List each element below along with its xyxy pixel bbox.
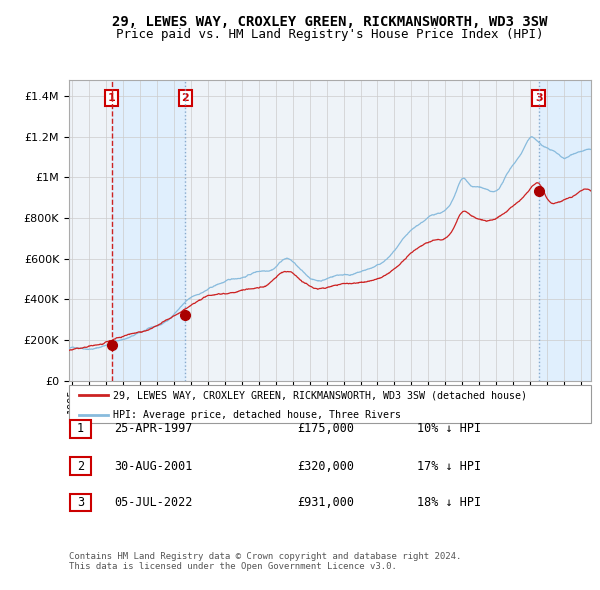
Text: 1: 1: [77, 422, 84, 435]
Text: 30-AUG-2001: 30-AUG-2001: [114, 460, 193, 473]
Text: Contains HM Land Registry data © Crown copyright and database right 2024.
This d: Contains HM Land Registry data © Crown c…: [69, 552, 461, 571]
Text: 3: 3: [535, 93, 542, 103]
Text: 25-APR-1997: 25-APR-1997: [114, 422, 193, 435]
Text: 29, LEWES WAY, CROXLEY GREEN, RICKMANSWORTH, WD3 3SW: 29, LEWES WAY, CROXLEY GREEN, RICKMANSWO…: [112, 15, 548, 29]
Text: 2: 2: [77, 460, 84, 473]
Bar: [112, 80, 185, 381]
FancyBboxPatch shape: [70, 494, 91, 512]
Text: 1: 1: [108, 93, 116, 103]
Text: 29, LEWES WAY, CROXLEY GREEN, RICKMANSWORTH, WD3 3SW (detached house): 29, LEWES WAY, CROXLEY GREEN, RICKMANSWO…: [113, 391, 527, 401]
Text: Price paid vs. HM Land Registry's House Price Index (HPI): Price paid vs. HM Land Registry's House …: [116, 28, 544, 41]
Text: 3: 3: [77, 496, 84, 509]
Text: HPI: Average price, detached house, Three Rivers: HPI: Average price, detached house, Thre…: [113, 409, 401, 419]
Text: 2: 2: [181, 93, 189, 103]
FancyBboxPatch shape: [70, 457, 91, 475]
Text: 05-JUL-2022: 05-JUL-2022: [114, 496, 193, 509]
Text: 10% ↓ HPI: 10% ↓ HPI: [417, 422, 481, 435]
Text: 18% ↓ HPI: 18% ↓ HPI: [417, 496, 481, 509]
FancyBboxPatch shape: [69, 385, 591, 423]
FancyBboxPatch shape: [70, 420, 91, 438]
Text: £931,000: £931,000: [297, 496, 354, 509]
Text: 17% ↓ HPI: 17% ↓ HPI: [417, 460, 481, 473]
Text: £175,000: £175,000: [297, 422, 354, 435]
Text: £320,000: £320,000: [297, 460, 354, 473]
Bar: [539, 80, 591, 381]
